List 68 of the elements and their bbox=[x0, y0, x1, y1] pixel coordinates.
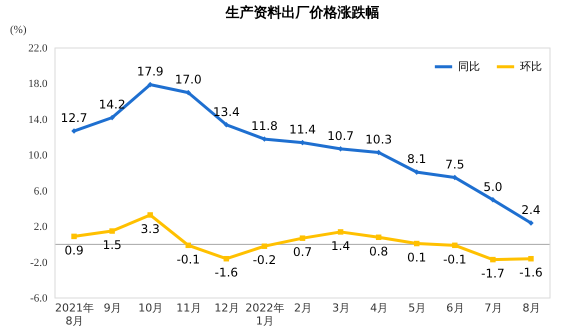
data-label: 17.0 bbox=[174, 72, 202, 87]
x-tick-label: 7月 bbox=[484, 302, 502, 314]
point bbox=[109, 228, 115, 234]
chart-title: 生产资料出厂价格涨跌幅 bbox=[224, 4, 380, 21]
point bbox=[452, 242, 458, 248]
point bbox=[376, 234, 382, 240]
point bbox=[71, 234, 77, 240]
point bbox=[528, 220, 534, 226]
y-axis-title: (%) bbox=[10, 24, 27, 36]
x-tick-label: 2月 bbox=[294, 302, 312, 314]
x-tick-label: 5月 bbox=[408, 302, 426, 314]
data-label: -0.2 bbox=[252, 253, 276, 268]
x-tick-label: 4月 bbox=[370, 302, 388, 314]
data-label: 10.7 bbox=[327, 128, 354, 143]
x-tick-label: 10月 bbox=[138, 302, 164, 314]
data-label: 3.3 bbox=[140, 222, 160, 236]
x-tick-label: 2022年 1月 bbox=[245, 302, 284, 328]
point bbox=[490, 197, 496, 203]
point bbox=[224, 122, 230, 128]
y-tick-label: 18.0 bbox=[28, 78, 48, 90]
data-label: 1.4 bbox=[331, 238, 350, 253]
data-label: -0.1 bbox=[176, 252, 200, 266]
legend-label: 环比 bbox=[520, 60, 542, 73]
data-label: -1.7 bbox=[481, 266, 505, 281]
y-tick-label: 2.0 bbox=[34, 221, 48, 234]
point bbox=[147, 212, 153, 218]
data-label: 0.7 bbox=[292, 245, 312, 260]
data-label: 0.8 bbox=[369, 244, 388, 258]
point bbox=[186, 242, 192, 248]
point bbox=[262, 243, 268, 249]
x-tick-label: 11月 bbox=[176, 302, 202, 314]
data-label: 2.4 bbox=[521, 203, 541, 217]
point bbox=[528, 256, 534, 262]
data-label: 1.5 bbox=[102, 238, 122, 252]
y-tick-label: 6.0 bbox=[34, 185, 48, 198]
y-tick-label: -6.0 bbox=[30, 292, 48, 304]
point bbox=[224, 256, 230, 262]
point bbox=[490, 256, 496, 262]
point bbox=[414, 240, 420, 246]
data-label: -1.6 bbox=[519, 266, 543, 280]
x-tick-label: 2021年 8月 bbox=[55, 302, 94, 328]
data-label: 0.9 bbox=[64, 243, 84, 258]
x-tick-label: 6月 bbox=[446, 302, 464, 314]
data-label: 7.5 bbox=[445, 157, 464, 172]
data-label: 5.0 bbox=[483, 180, 502, 194]
legend-label: 同比 bbox=[458, 60, 480, 73]
x-tick-label: 3月 bbox=[332, 302, 350, 314]
data-label: 13.4 bbox=[212, 104, 240, 119]
y-tick-label: 22.0 bbox=[28, 42, 48, 54]
data-label: 11.8 bbox=[251, 119, 278, 134]
data-label: 17.9 bbox=[136, 64, 164, 79]
point bbox=[338, 229, 344, 235]
y-tick-label: 14.0 bbox=[28, 114, 48, 126]
data-label: -0.1 bbox=[443, 252, 467, 266]
point bbox=[300, 235, 306, 241]
data-label: 10.3 bbox=[365, 132, 392, 146]
y-tick-label: 10.0 bbox=[28, 150, 48, 162]
y-tick-label: -2.0 bbox=[30, 256, 48, 269]
data-label: 14.2 bbox=[98, 98, 126, 112]
x-tick-label: 12月 bbox=[214, 302, 240, 314]
x-tick-label: 8月 bbox=[522, 302, 540, 314]
data-label: 0.1 bbox=[407, 250, 426, 265]
data-label: 8.1 bbox=[407, 152, 426, 166]
data-label: 11.4 bbox=[289, 122, 316, 137]
point bbox=[71, 128, 77, 134]
x-tick-label: 9月 bbox=[104, 302, 122, 314]
data-label: -1.6 bbox=[214, 266, 238, 280]
data-label: 12.7 bbox=[60, 111, 88, 126]
